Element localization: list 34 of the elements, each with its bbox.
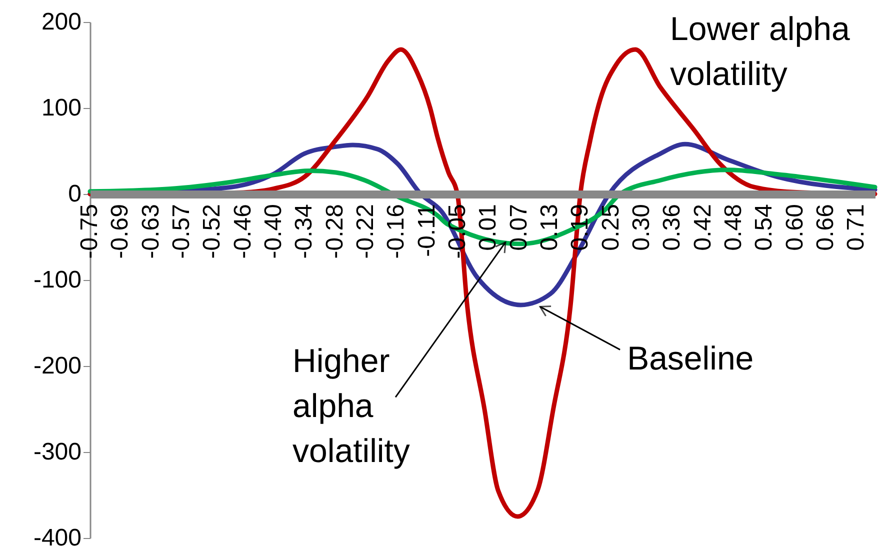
y-tick-label: 200 [41, 8, 82, 36]
x-tick-label: -0.22 [352, 204, 379, 259]
x-tick-label: -0.34 [290, 204, 318, 259]
x-tick-label: -0.52 [198, 204, 226, 259]
y-tick-label: -200 [33, 352, 82, 380]
x-tick-label: -0.69 [106, 204, 134, 259]
y-tick-label: -300 [33, 438, 82, 466]
x-tick-label: 0.13 [536, 204, 563, 251]
x-tick-label: -0.57 [168, 204, 195, 259]
x-tick-label: 0.36 [658, 204, 686, 251]
annotation: Lower alpha volatility [670, 10, 850, 92]
annotation: Higher alpha volatility [292, 342, 410, 470]
x-tick-label: -0.05 [444, 204, 471, 259]
annotation: Baseline [627, 340, 754, 377]
x-tick-label: -0.46 [229, 204, 256, 259]
x-tick-label: 0.01 [474, 204, 502, 251]
x-tick-label: 0.71 [842, 204, 870, 251]
x-tick-label: 0.42 [689, 204, 716, 251]
x-tick-label: 0.25 [597, 204, 624, 251]
y-tick-label: 100 [41, 94, 82, 122]
x-tick-label: 0.60 [781, 204, 808, 251]
x-tick-label: 0.30 [628, 204, 655, 251]
x-tick-label: 0.19 [566, 204, 594, 251]
x-tick-label: 0.54 [750, 204, 778, 251]
x-tick-label: -0.40 [260, 204, 288, 259]
y-tick-label: -100 [33, 266, 82, 294]
x-tick-label: 0.48 [720, 204, 747, 251]
x-tick-label: -0.63 [137, 204, 164, 259]
x-tick-label: -0.16 [382, 204, 410, 259]
x-tick-label: 0.07 [505, 204, 532, 251]
x-tick-label: 0.66 [812, 204, 839, 251]
x-tick-label: -0.28 [321, 204, 348, 259]
y-tick-label: -400 [33, 524, 82, 552]
x-tick-label: -0.11 [413, 204, 440, 257]
